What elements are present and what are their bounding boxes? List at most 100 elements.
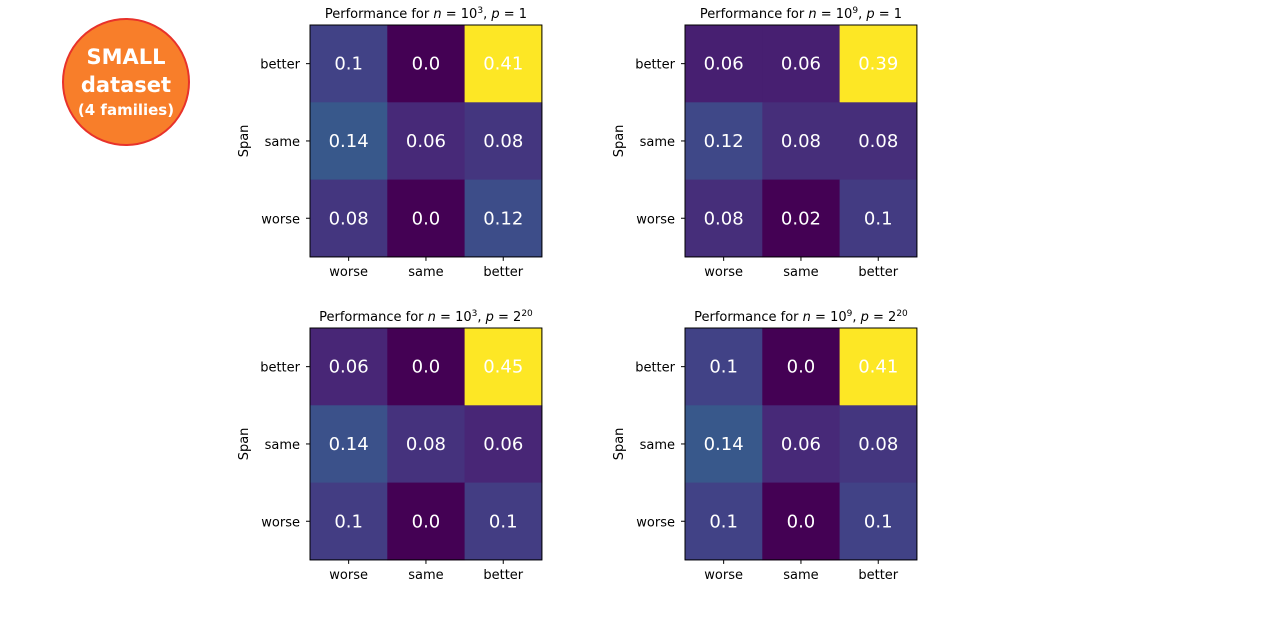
heatmap-cell: [464, 405, 543, 484]
badge-line-1: SMALL: [86, 45, 166, 69]
y-axis-label: Span: [237, 428, 252, 461]
x-tick-label: better: [858, 265, 898, 280]
heatmap-cell: [839, 328, 918, 406]
cell-value-label: 0.41: [858, 357, 898, 378]
heatmap-panel-2: Performance for n = 109, p = 1 0.06 0.06 0.…: [612, 6, 918, 280]
heatmap-cell: [310, 482, 388, 561]
cell-value-label: 0.1: [709, 511, 738, 532]
heatmap-cell: [685, 328, 763, 406]
cell-value-label: 0.06: [483, 434, 523, 455]
x-tick-label: worse: [329, 265, 368, 280]
heatmap-cell: [464, 179, 543, 258]
chart-title: Performance for n = 103, p = 220: [319, 309, 533, 325]
y-tick-label: better: [635, 58, 675, 73]
x-tick-label: same: [783, 265, 818, 280]
heatmap-cell: [762, 405, 841, 484]
y-tick-label: worse: [636, 212, 675, 227]
heatmap-cell: [685, 102, 763, 181]
cell-value-label: 0.1: [864, 208, 893, 229]
chart-title: Performance for n = 109, p = 1: [700, 6, 902, 22]
cell-value-label: 0.0: [787, 357, 816, 378]
cell-value-label: 0.06: [781, 434, 821, 455]
chart-title: Performance for n = 103, p = 1: [325, 6, 527, 22]
y-axis-label: Span: [612, 125, 627, 158]
cell-value-label: 0.12: [483, 208, 523, 229]
y-tick-label: worse: [636, 515, 675, 530]
chart-title: Performance for n = 109, p = 220: [694, 309, 908, 325]
cell-value-label: 0.39: [858, 54, 898, 75]
cell-value-label: 0.0: [412, 511, 441, 532]
heatmap-cell: [685, 179, 763, 258]
cell-value-label: 0.0: [412, 208, 441, 229]
y-tick-label: better: [260, 361, 300, 376]
cell-value-label: 0.08: [858, 131, 898, 152]
heatmap-cell: [387, 405, 466, 484]
y-tick-label: better: [635, 361, 675, 376]
heatmap-cell: [685, 482, 763, 561]
heatmap-cell: [839, 482, 918, 561]
y-tick-label: better: [260, 58, 300, 73]
heatmap-cell: [387, 482, 466, 561]
badge-line-2: dataset: [80, 73, 172, 97]
cell-value-label: 0.45: [483, 357, 523, 378]
heatmap-cell: [387, 328, 466, 406]
heatmap-cell: [685, 405, 763, 484]
cell-value-label: 0.06: [329, 357, 369, 378]
y-tick-label: worse: [261, 212, 300, 227]
small-dataset-badge: SMALL dataset (4 families): [62, 18, 190, 146]
cell-value-label: 0.14: [329, 434, 369, 455]
cell-value-label: 0.12: [704, 131, 744, 152]
x-tick-label: better: [483, 568, 523, 583]
heatmap-cell: [839, 102, 918, 181]
y-tick-label: same: [640, 135, 675, 150]
x-tick-label: worse: [329, 568, 368, 583]
cell-value-label: 0.06: [781, 54, 821, 75]
cell-value-label: 0.08: [781, 131, 821, 152]
heatmap-cell: [839, 179, 918, 258]
cell-value-label: 0.08: [329, 208, 369, 229]
cell-value-label: 0.08: [858, 434, 898, 455]
heatmap-cell: [387, 25, 466, 103]
x-tick-label: same: [783, 568, 818, 583]
y-tick-label: same: [265, 135, 300, 150]
y-tick-label: same: [265, 438, 300, 453]
cell-value-label: 0.0: [412, 54, 441, 75]
heatmap-cell: [310, 328, 388, 406]
y-tick-label: same: [640, 438, 675, 453]
cell-value-label: 0.08: [704, 208, 744, 229]
heatmap-cell: [839, 405, 918, 484]
heatmap-cell: [839, 25, 918, 103]
x-tick-label: better: [483, 265, 523, 280]
x-tick-label: worse: [704, 265, 743, 280]
heatmap-cell: [762, 482, 841, 561]
badge-line-3: (4 families): [77, 101, 175, 119]
cell-value-label: 0.1: [334, 511, 363, 532]
x-tick-label: same: [408, 265, 443, 280]
cell-value-label: 0.1: [334, 54, 363, 75]
cell-value-label: 0.14: [329, 131, 369, 152]
heatmap-cell: [685, 25, 763, 103]
cell-value-label: 0.08: [483, 131, 523, 152]
heatmap-cell: [464, 482, 543, 561]
heatmap-cell: [464, 25, 543, 103]
heatmap-cell: [310, 405, 388, 484]
cell-value-label: 0.02: [781, 208, 821, 229]
heatmap-cell: [762, 102, 841, 181]
heatmap-cell: [464, 328, 543, 406]
x-tick-label: better: [858, 568, 898, 583]
cell-value-label: 0.41: [483, 54, 523, 75]
heatmap-cell: [762, 179, 841, 258]
heatmap-cell: [762, 328, 841, 406]
x-tick-label: worse: [704, 568, 743, 583]
y-axis-label: Span: [612, 428, 627, 461]
x-tick-label: same: [408, 568, 443, 583]
y-tick-label: worse: [261, 515, 300, 530]
heatmap-cell: [310, 25, 388, 103]
cell-value-label: 0.1: [709, 357, 738, 378]
cell-value-label: 0.08: [406, 434, 446, 455]
heatmap-panel-3: Performance for n = 103, p = 220 0.06 0.0 0…: [237, 309, 543, 583]
cell-value-label: 0.1: [489, 511, 518, 532]
cell-value-label: 0.0: [787, 511, 816, 532]
y-axis-label: Span: [237, 125, 252, 158]
